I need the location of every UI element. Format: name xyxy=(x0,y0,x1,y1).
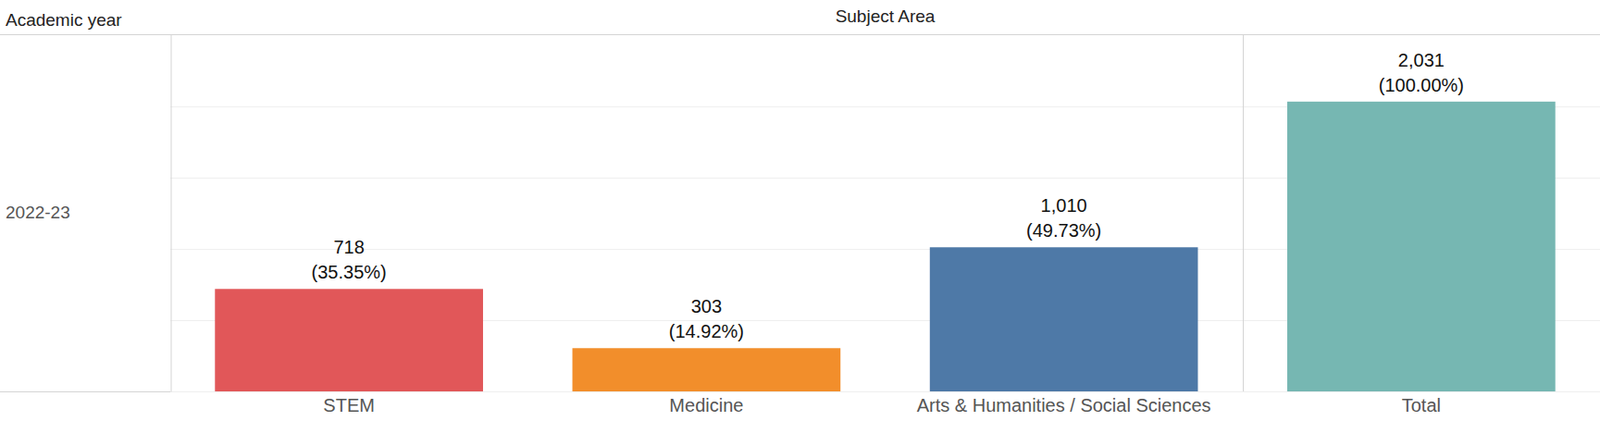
data-labels: 718 (35.35%) 303 (14.92%) 1,010 (49.73%) 2,031… xyxy=(311,49,1464,342)
x-tick: Arts & Humanities / Social Sciences xyxy=(917,391,1212,416)
bar xyxy=(214,288,484,392)
bottom-divider xyxy=(0,391,1600,393)
value-label: 303 xyxy=(691,296,722,317)
bar xyxy=(572,347,842,392)
x-tick: STEM xyxy=(322,391,375,416)
y-axis-line xyxy=(171,35,173,393)
share-label: (100.00%) xyxy=(1378,74,1464,96)
x-tick: Medicine xyxy=(669,391,744,416)
x-tick-label: Total xyxy=(1401,395,1441,416)
chart: Academic year Subject Area 2022-23 718 (35.3… xyxy=(0,0,1600,421)
column-header-title: Subject Area xyxy=(835,6,936,26)
bar xyxy=(1287,101,1556,392)
x-tick-label: STEM xyxy=(322,395,375,416)
x-axis: STEM Medicine Arts & Humanities / Social S… xyxy=(322,391,1441,416)
share-label: (35.35%) xyxy=(311,261,387,283)
row-label: 2022-23 xyxy=(5,202,71,223)
value-label: 2,031 xyxy=(1398,49,1445,71)
row-header-title: Academic year xyxy=(5,10,123,30)
x-tick-label: Arts & Humanities / Social Sciences xyxy=(917,395,1212,416)
header-divider xyxy=(0,34,1600,36)
bar xyxy=(930,247,1199,392)
x-tick: Total xyxy=(1401,391,1441,416)
share-label: (49.73%) xyxy=(1026,220,1102,241)
share-label: (14.92%) xyxy=(669,321,745,342)
x-tick-label: Medicine xyxy=(669,395,744,416)
bars xyxy=(214,101,1555,392)
column-divider xyxy=(1242,35,1244,393)
value-label: 1,010 xyxy=(1041,195,1088,216)
value-label: 718 xyxy=(333,236,364,258)
grid-line xyxy=(170,391,1600,393)
y-axis xyxy=(170,35,173,393)
